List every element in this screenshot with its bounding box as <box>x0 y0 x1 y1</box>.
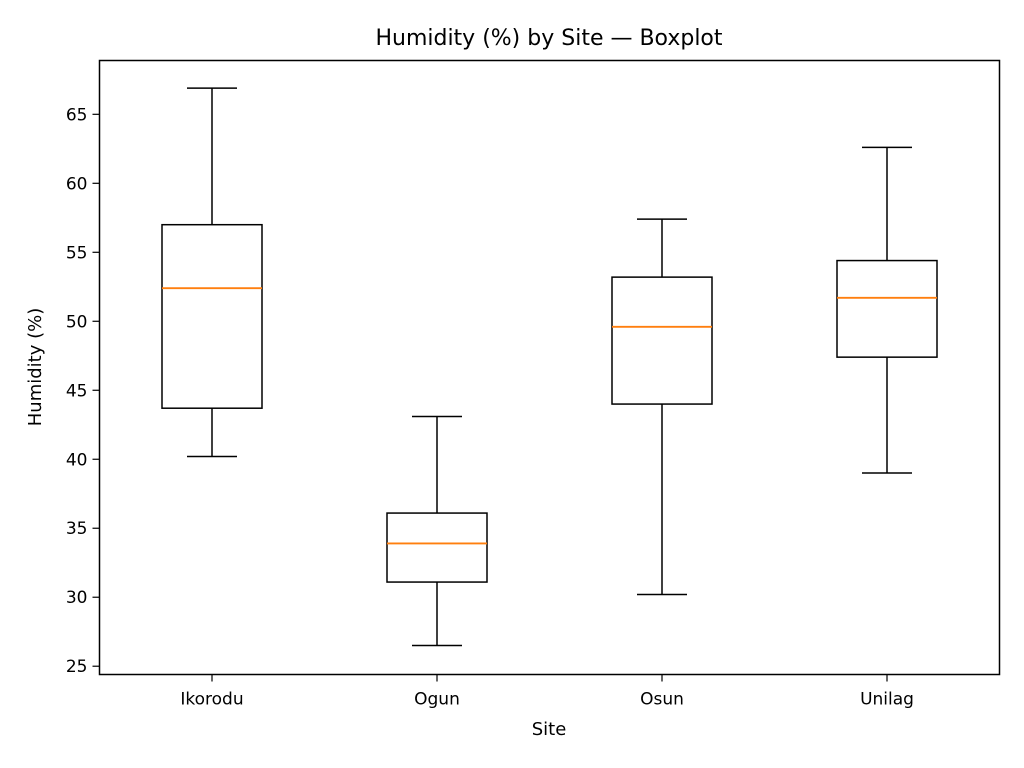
chart-title: Humidity (%) by Site — Boxplot <box>375 26 722 51</box>
y-tick-label: 25 <box>66 657 88 677</box>
y-axis: 25 30 35 40 45 50 55 60 65 <box>66 105 100 677</box>
y-tick-label: 30 <box>66 588 88 608</box>
boxes <box>161 87 938 647</box>
y-tick-label: 60 <box>66 174 88 194</box>
box-group <box>611 218 713 596</box>
x-tick-label: Ikorodu <box>180 690 243 710</box>
box-group <box>836 146 938 474</box>
iqr-box <box>611 276 713 405</box>
plot-area <box>98 59 1001 676</box>
x-axis: Ikorodu Ogun Osun Unilag <box>180 674 914 710</box>
box-group <box>161 87 263 458</box>
y-tick-label: 45 <box>66 381 88 401</box>
x-tick-label: Unilag <box>860 690 914 710</box>
x-axis-label: Site <box>532 719 567 740</box>
y-tick-label: 65 <box>66 105 88 125</box>
y-tick-label: 40 <box>66 450 88 470</box>
y-axis-label: Humidity (%) <box>25 308 46 427</box>
y-tick-label: 55 <box>66 243 88 263</box>
iqr-box <box>386 512 488 583</box>
iqr-box <box>161 223 263 409</box>
iqr-box <box>836 259 938 358</box>
x-tick-label: Osun <box>640 690 684 710</box>
box-group <box>386 415 488 647</box>
y-tick-label: 50 <box>66 312 88 332</box>
y-tick-label: 35 <box>66 519 88 539</box>
x-tick-label: Ogun <box>414 690 460 710</box>
